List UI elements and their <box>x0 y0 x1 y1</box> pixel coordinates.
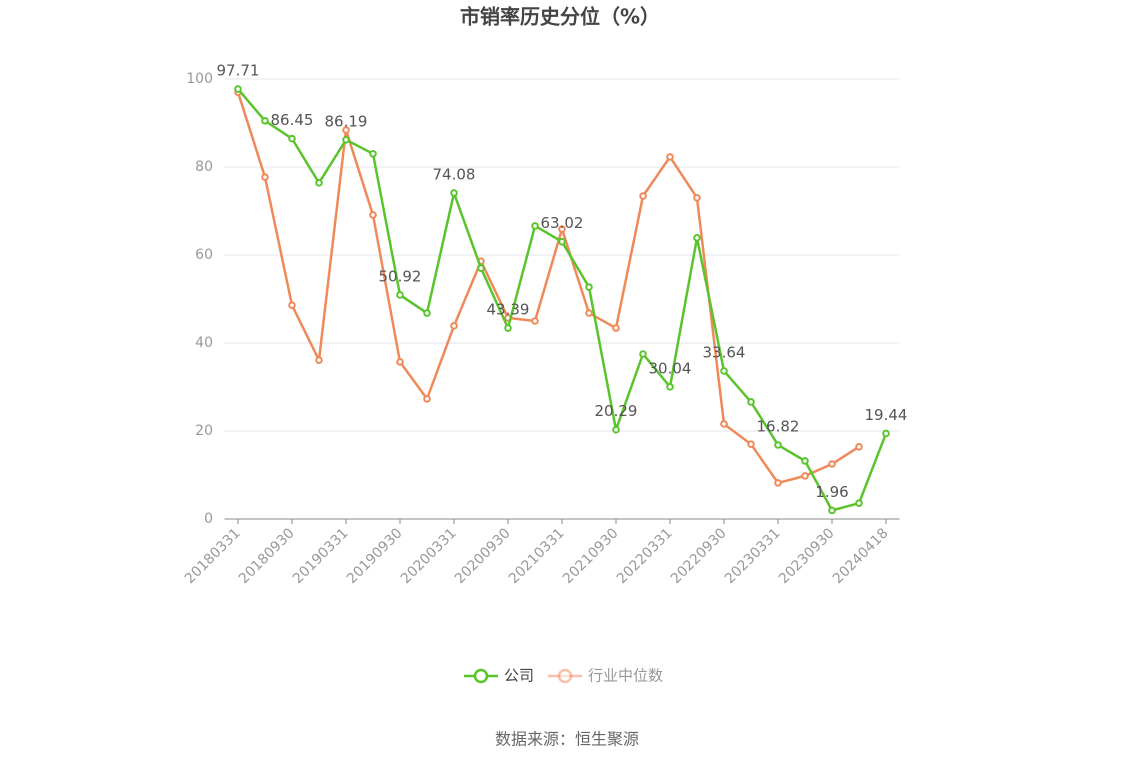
data-point <box>315 179 323 187</box>
x-tick-label: 20210331 <box>506 525 568 587</box>
y-tick-label: 100 <box>186 71 213 87</box>
data-point <box>693 194 701 202</box>
y-tick-label: 80 <box>195 159 213 175</box>
x-tick-label: 20230930 <box>776 525 838 587</box>
data-point <box>531 317 539 325</box>
data-point <box>882 429 890 438</box>
data-label: 20.29 <box>595 402 638 420</box>
data-point <box>747 398 755 406</box>
data-label: 74.08 <box>433 166 476 184</box>
data-point <box>423 309 431 317</box>
x-tick-label: 20220331 <box>614 525 676 587</box>
data-point <box>342 126 350 134</box>
data-point <box>234 85 242 93</box>
data-label: 86.19 <box>325 112 368 130</box>
data-point <box>666 153 674 161</box>
data-point <box>666 383 674 391</box>
data-point <box>558 225 566 233</box>
data-point <box>396 291 404 299</box>
legend-label[interactable]: 行业中位数 <box>588 667 663 685</box>
data-point <box>612 324 620 332</box>
data-point <box>720 367 728 375</box>
data-point <box>369 211 377 219</box>
x-tick-label: 20180930 <box>236 525 298 587</box>
y-tick-label: 0 <box>204 511 213 527</box>
x-tick-label: 20180331 <box>182 525 244 587</box>
data-point <box>585 283 593 291</box>
data-point <box>612 425 620 434</box>
data-point <box>774 441 782 449</box>
data-point <box>504 324 512 332</box>
data-point <box>423 395 431 403</box>
data-point <box>261 117 269 125</box>
y-tick-label: 40 <box>195 335 213 351</box>
x-tick-label: 20200331 <box>398 525 460 587</box>
x-tick-label: 20220930 <box>668 525 730 587</box>
data-point <box>288 134 296 143</box>
data-point <box>315 356 323 364</box>
data-point <box>450 189 458 197</box>
data-label: 43.39 <box>487 301 530 319</box>
data-point <box>828 506 836 515</box>
data-point <box>396 358 404 366</box>
data-point <box>801 472 809 480</box>
data-point <box>585 309 593 317</box>
data-label: 97.71 <box>217 62 260 80</box>
data-point <box>342 135 350 144</box>
data-point <box>369 150 377 158</box>
legend-marker[interactable] <box>473 668 489 684</box>
data-label: 33.64 <box>703 343 746 361</box>
data-point <box>261 173 269 181</box>
x-tick-label: 20190930 <box>344 525 406 587</box>
data-label: 16.82 <box>757 417 800 435</box>
data-point <box>855 499 863 507</box>
x-tick-label: 20240418 <box>830 525 892 587</box>
data-label: 1.96 <box>815 483 848 501</box>
data-point <box>288 301 296 309</box>
data-point <box>639 350 647 358</box>
data-point <box>828 460 836 468</box>
data-label: 50.92 <box>379 267 422 285</box>
x-tick-label: 20210930 <box>560 525 622 587</box>
data-point <box>801 457 809 465</box>
data-label: 63.02 <box>541 214 584 232</box>
x-tick-label: 20200930 <box>452 525 514 587</box>
data-point <box>531 222 539 230</box>
data-point <box>693 234 701 242</box>
data-point <box>450 322 458 330</box>
chart-title: 市销率历史分位（%） <box>460 5 660 29</box>
source-note: 数据来源：恒生聚源 <box>495 730 639 749</box>
data-label: 19.44 <box>865 406 908 424</box>
y-tick-label: 20 <box>195 423 213 439</box>
data-point <box>558 237 566 246</box>
data-label: 86.45 <box>271 111 314 129</box>
data-point <box>855 443 863 451</box>
data-point <box>720 420 728 428</box>
legend-label[interactable]: 公司 <box>504 667 534 685</box>
data-point <box>747 440 755 449</box>
legend-marker[interactable] <box>557 668 573 684</box>
series-line <box>236 91 860 485</box>
data-point <box>774 479 782 487</box>
data-label: 30.04 <box>649 359 692 377</box>
x-tick-label: 20190331 <box>290 525 352 587</box>
y-tick-label: 60 <box>195 247 213 263</box>
data-point <box>639 192 647 200</box>
data-point <box>477 264 485 273</box>
series-line <box>237 88 888 512</box>
x-tick-label: 20230331 <box>722 525 784 587</box>
